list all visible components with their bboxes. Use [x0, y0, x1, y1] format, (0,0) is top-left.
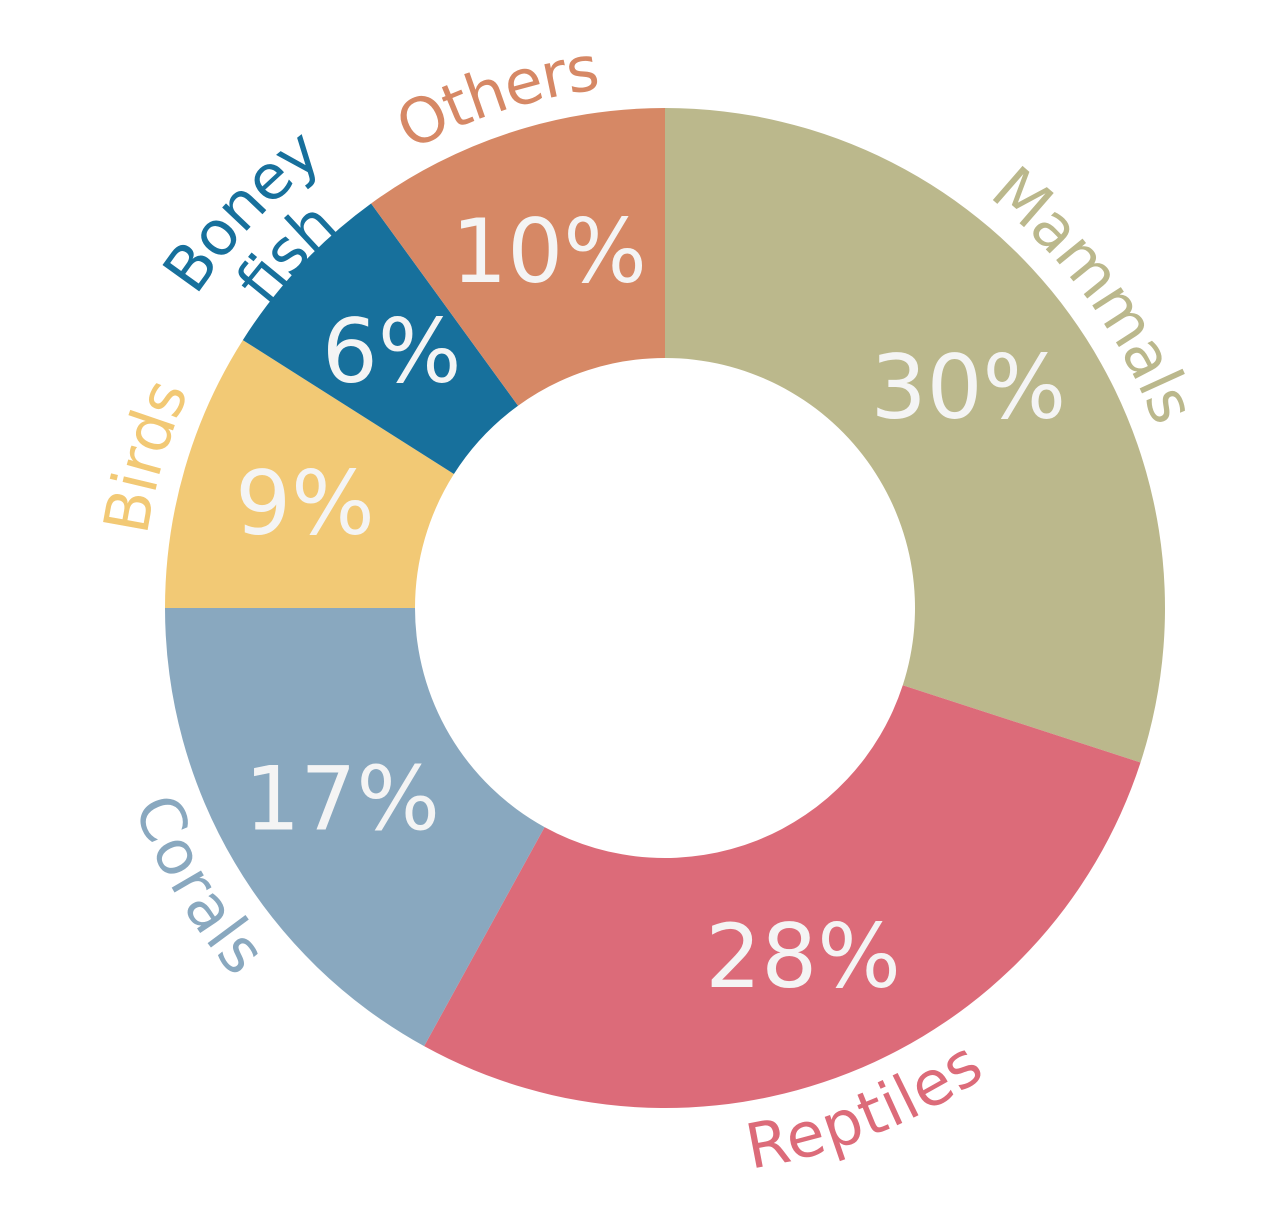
slice-others	[371, 108, 665, 406]
slice-boney-fish	[242, 203, 519, 475]
slices-group	[165, 108, 1165, 1108]
value-label-corals: 17%	[244, 747, 440, 850]
value-labels-group: 30% 28% 17% 9% 6%10%	[235, 200, 1066, 1008]
value-label-boney-fish: 6%	[322, 300, 462, 403]
slice-birds	[165, 340, 454, 608]
value-label-reptiles: 28%	[705, 905, 901, 1008]
value-label-others: 10%	[451, 200, 647, 303]
slice-corals	[165, 608, 545, 1047]
value-label-mammals: 30%	[871, 336, 1067, 439]
slice-reptiles	[424, 685, 1141, 1108]
value-label-birds: 9%	[235, 452, 375, 555]
slice-mammals	[665, 108, 1165, 763]
